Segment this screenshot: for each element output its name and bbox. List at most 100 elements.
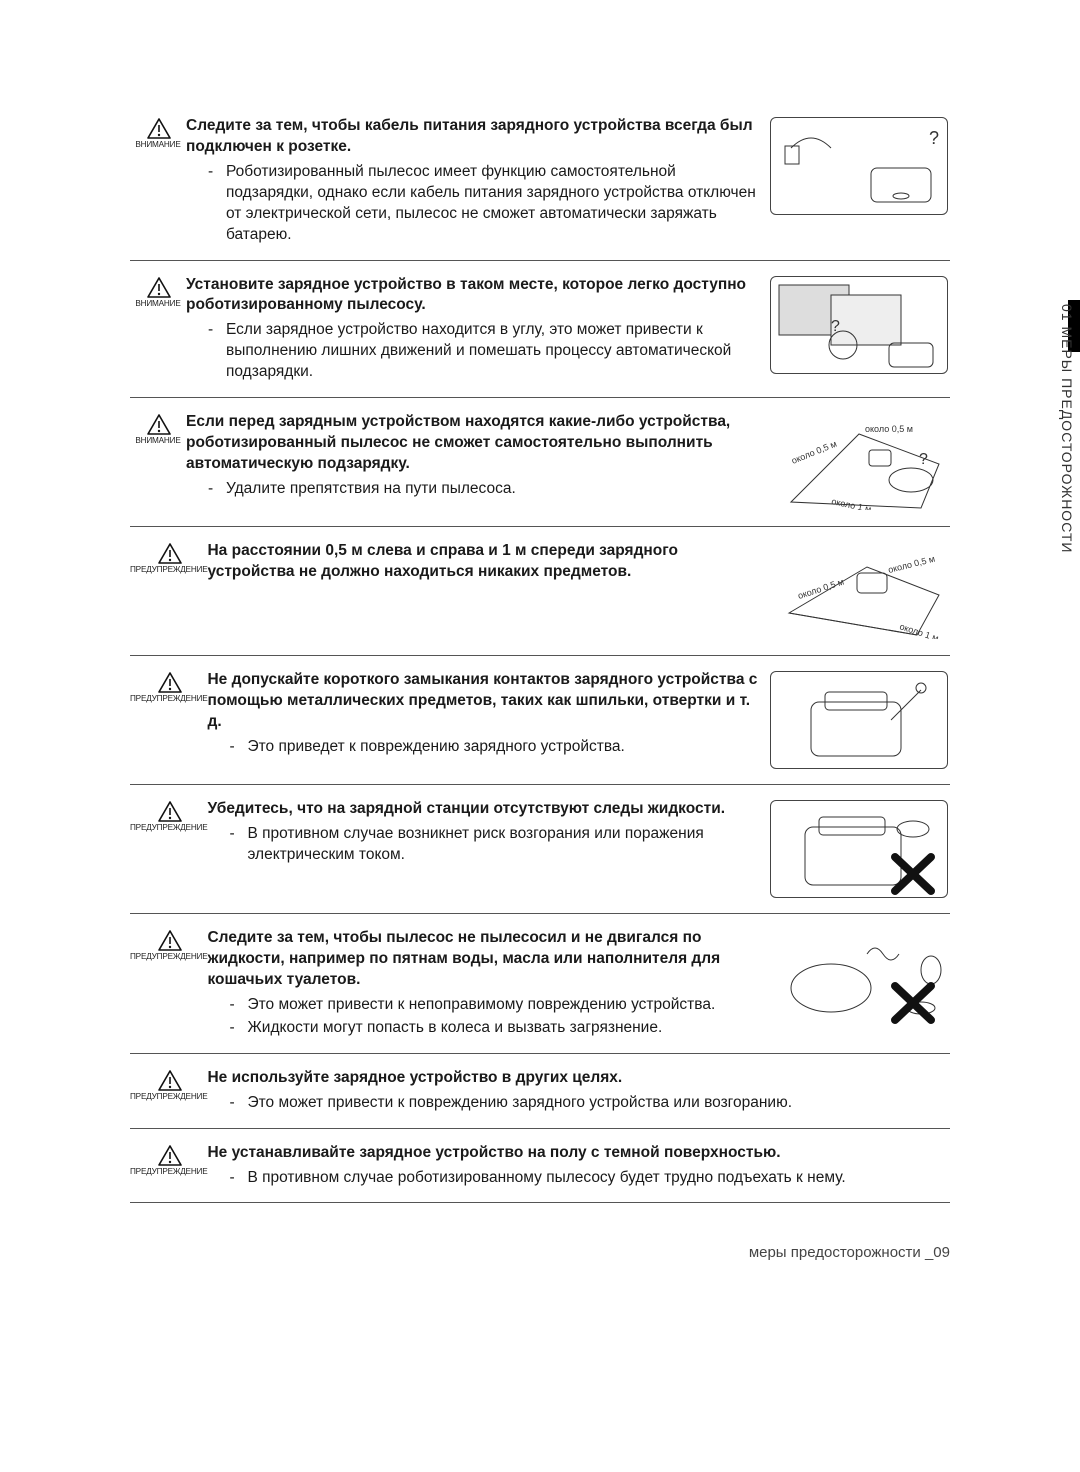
bullet-item: -Удалите препятствия на пути пылесоса. — [208, 479, 758, 500]
bullet-text: Если зарядное устройство находится в угл… — [226, 320, 758, 383]
bullet-text: Это может привести к непоправимому повре… — [247, 995, 758, 1016]
safety-section: ВНИМАНИЕ Следите за тем, чтобы кабель пит… — [130, 116, 950, 261]
icon-label: ПРЕДУПРЕЖДЕНИЕ — [130, 1091, 207, 1102]
icon-label: ПРЕДУПРЕЖДЕНИЕ — [130, 693, 207, 704]
illustration: около 0,5 моколо 0,5 моколо 1 м? — [768, 412, 950, 512]
bullet-dash: - — [208, 479, 226, 500]
safety-section: ПРЕДУПРЕЖДЕНИЕНе допускайте короткого за… — [130, 656, 950, 785]
safety-section: ВНИМАНИЕ Если перед зарядным устройством … — [130, 398, 950, 527]
bullet-item: -Если зарядное устройство находится в уг… — [208, 320, 758, 383]
warning-icon — [158, 1070, 180, 1089]
bullet-text: В противном случае возникнет риск возгор… — [247, 824, 758, 866]
bullet-item: -Это приведет к повреждению зарядного ус… — [229, 737, 758, 758]
section-body: Следите за тем, чтобы пылесос не пылесос… — [207, 928, 768, 1039]
bullet-item: -В противном случае роботизированному пы… — [229, 1168, 950, 1189]
svg-text:около 1 м: около 1 м — [831, 496, 873, 510]
section-body: Не устанавливайте зарядное устройство на… — [207, 1143, 950, 1189]
icon-label: ПРЕДУПРЕЖДЕНИЕ — [130, 951, 207, 962]
safety-section: ПРЕДУПРЕЖДЕНИЕНа расстоянии 0,5 м слева … — [130, 527, 950, 656]
section-title: Не устанавливайте зарядное устройство на… — [207, 1143, 950, 1164]
svg-text:?: ? — [919, 451, 928, 468]
section-body: Убедитесь, что на зарядной станции отсут… — [207, 799, 768, 866]
icon-label: ВНИМАНИЕ — [135, 298, 180, 309]
page-footer: меры предосторожности _09 — [130, 1203, 950, 1263]
svg-text:около 0,5 м: около 0,5 м — [887, 554, 936, 575]
icon-label: ПРЕДУПРЕЖДЕНИЕ — [130, 822, 207, 833]
warning-icon-column: ВНИМАНИЕ — [130, 116, 186, 150]
warning-icon-column: ПРЕДУПРЕЖДЕНИЕ — [130, 1068, 207, 1102]
warning-icon-column: ПРЕДУПРЕЖДЕНИЕ — [130, 1143, 207, 1177]
bullet-item: -В противном случае возникнет риск возго… — [229, 824, 758, 866]
bullet-item: -Роботизированный пылесос имеет функцию … — [208, 162, 758, 246]
warning-icon — [158, 930, 180, 949]
illustration — [768, 928, 950, 1028]
illustration: около 0,5 моколо 0,5 моколо 1 м — [768, 541, 950, 641]
bullet-item: -Это может привести к непоправимому повр… — [229, 995, 758, 1016]
safety-section: ПРЕДУПРЕЖДЕНИЕУбедитесь, что на зарядной… — [130, 785, 950, 914]
icon-label: ПРЕДУПРЕЖДЕНИЕ — [130, 564, 207, 575]
section-title: Не используйте зарядное устройство в дру… — [207, 1068, 950, 1089]
warning-icon-column: ПРЕДУПРЕЖДЕНИЕ — [130, 799, 207, 833]
section-title: Если перед зарядным устройством находятс… — [186, 412, 758, 475]
section-body: Не допускайте короткого замыкания контак… — [207, 670, 768, 758]
bullet-text: В противном случае роботизированному пыл… — [247, 1168, 950, 1189]
illustration — [768, 799, 950, 899]
bullet-dash: - — [229, 1018, 247, 1039]
safety-section: ВНИМАНИЕ Установите зарядное устройство в… — [130, 261, 950, 399]
section-body: Не используйте зарядное устройство в дру… — [207, 1068, 950, 1114]
bullet-text: Это приведет к повреждению зарядного уст… — [247, 737, 758, 758]
warning-icon-column: ПРЕДУПРЕЖДЕНИЕ — [130, 670, 207, 704]
page-content: 01 МЕРЫ ПРЕДОСТОРОЖНОСТИ ВНИМАНИЕ Следите… — [0, 0, 1080, 1314]
illustration-box — [770, 800, 948, 898]
icon-label: ВНИМАНИЕ — [135, 435, 180, 446]
bullet-list: -Это приведет к повреждению зарядного ус… — [207, 737, 758, 758]
bullet-text: Это может привести к повреждению зарядно… — [247, 1093, 950, 1114]
warning-icon-column: ВНИМАНИЕ — [130, 275, 186, 309]
warning-icon-column: ПРЕДУПРЕЖДЕНИЕ — [130, 541, 207, 575]
section-title: Убедитесь, что на зарядной станции отсут… — [207, 799, 758, 820]
illustration-box: около 0,5 моколо 0,5 моколо 1 м — [771, 543, 947, 639]
bullet-item: -Жидкости могут попасть в колеса и вызва… — [229, 1018, 758, 1039]
bullet-list: -В противном случае роботизированному пы… — [207, 1168, 950, 1189]
section-body: Если перед зарядным устройством находятс… — [186, 412, 768, 500]
bullet-text: Удалите препятствия на пути пылесоса. — [226, 479, 758, 500]
bullet-dash: - — [208, 162, 226, 246]
section-title: Следите за тем, чтобы пылесос не пылесос… — [207, 928, 758, 991]
svg-text:около 0,5 м: около 0,5 м — [865, 424, 913, 434]
bullet-text: Жидкости могут попасть в колеса и вызват… — [247, 1018, 758, 1039]
bullet-list: -Роботизированный пылесос имеет функцию … — [186, 162, 758, 246]
section-body: Следите за тем, чтобы кабель питания зар… — [186, 116, 768, 246]
svg-text:?: ? — [929, 128, 939, 148]
section-title: Следите за тем, чтобы кабель питания зар… — [186, 116, 758, 158]
illustration-box: около 0,5 моколо 0,5 моколо 1 м? — [771, 414, 947, 510]
warning-icon-column: ПРЕДУПРЕЖДЕНИЕ — [130, 928, 207, 962]
illustration: ? — [768, 275, 950, 375]
bullet-list: -Удалите препятствия на пути пылесоса. — [186, 479, 758, 500]
warning-icon — [158, 801, 180, 820]
illustration — [768, 670, 950, 770]
illustration-box — [770, 671, 948, 769]
bullet-list: -Это может привести к повреждению зарядн… — [207, 1093, 950, 1114]
illustration-box: ? — [770, 276, 948, 374]
bullet-dash: - — [229, 995, 247, 1016]
safety-section: ПРЕДУПРЕЖДЕНИЕНе используйте зарядное ус… — [130, 1054, 950, 1129]
section-body: На расстоянии 0,5 м слева и справа и 1 м… — [207, 541, 768, 587]
warning-icon — [158, 672, 180, 691]
sections-container: ВНИМАНИЕ Следите за тем, чтобы кабель пит… — [130, 116, 950, 1203]
bullet-dash: - — [229, 824, 247, 866]
section-title: Не допускайте короткого замыкания контак… — [207, 670, 758, 733]
bullet-dash: - — [229, 737, 247, 758]
safety-section: ПРЕДУПРЕЖДЕНИЕНе устанавливайте зарядное… — [130, 1129, 950, 1204]
safety-section: ПРЕДУПРЕЖДЕНИЕСледите за тем, чтобы пыле… — [130, 914, 950, 1054]
side-tab-label: 01 МЕРЫ ПРЕДОСТОРОЖНОСТИ — [1057, 304, 1076, 634]
caution-icon — [147, 277, 169, 296]
bullet-dash: - — [229, 1168, 247, 1189]
bullet-dash: - — [229, 1093, 247, 1114]
svg-text:около 1 м: около 1 м — [898, 622, 940, 640]
illustration-box — [771, 930, 947, 1026]
warning-icon — [158, 1145, 180, 1164]
bullet-list: -В противном случае возникнет риск возго… — [207, 824, 758, 866]
icon-label: ВНИМАНИЕ — [135, 139, 180, 150]
section-title: Установите зарядное устройство в таком м… — [186, 275, 758, 317]
caution-icon — [147, 414, 169, 433]
